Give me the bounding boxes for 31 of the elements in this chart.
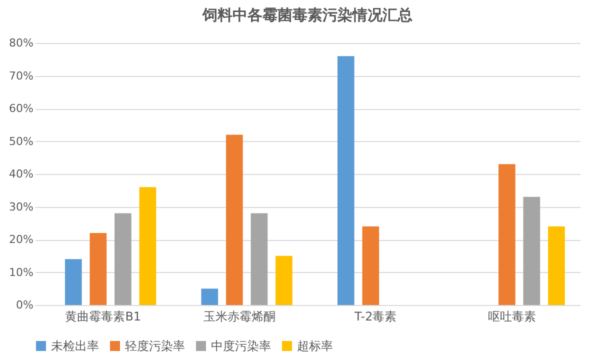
- bar: [226, 134, 243, 305]
- x-tick-label: 黄曲霉毒素B1: [65, 310, 142, 324]
- bar: [64, 259, 82, 305]
- bar: [90, 232, 107, 305]
- legend-label: 中度污染率: [211, 339, 271, 353]
- bar: [362, 226, 380, 305]
- y-tick-label: 30%: [9, 200, 34, 214]
- y-tick-label: 50%: [9, 134, 34, 148]
- bar: [250, 213, 268, 305]
- x-tick-label: T-2毒素: [354, 310, 397, 324]
- y-tick-label: 10%: [9, 266, 34, 279]
- y-tick-label: 20%: [9, 233, 34, 246]
- y-tick-label: 40%: [9, 168, 34, 180]
- bar: [139, 187, 156, 305]
- y-tick-label: 60%: [9, 102, 34, 115]
- bar: [548, 226, 565, 305]
- x-tick-label: 呕吐毒素: [488, 310, 536, 324]
- bar: [337, 56, 354, 305]
- legend-label: 超标率: [297, 339, 333, 353]
- bar: [276, 256, 292, 305]
- chart-title: 饲料中各霉菌毒素污染情况汇总: [202, 6, 412, 24]
- bar: [498, 164, 516, 305]
- legend-label: 轻度污染率: [125, 339, 185, 353]
- y-tick-label: 0%: [16, 298, 34, 312]
- y-tick-label: 70%: [9, 69, 34, 82]
- x-tick-label: 玉米赤霉烯酮: [203, 310, 276, 324]
- legend-label: 未检出率: [51, 339, 99, 353]
- bar: [201, 288, 218, 305]
- bar: [523, 196, 540, 305]
- bar: [114, 213, 132, 305]
- y-tick-label: 80%: [9, 36, 34, 50]
